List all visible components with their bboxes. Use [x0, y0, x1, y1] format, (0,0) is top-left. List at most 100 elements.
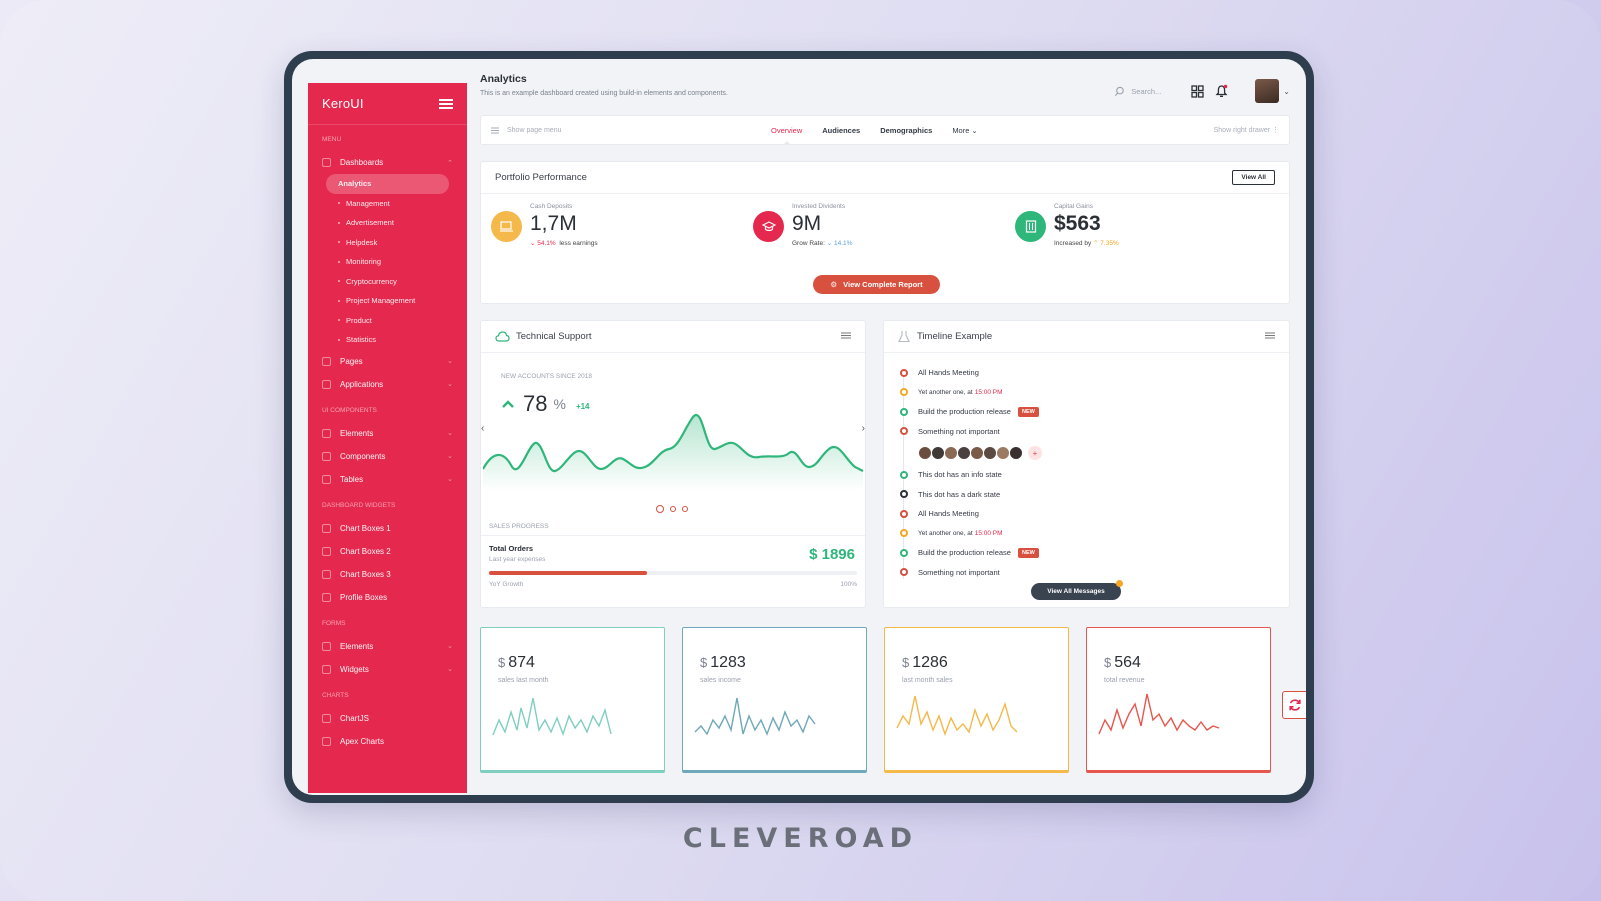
view-all-messages-button[interactable]: View All Messages [1031, 583, 1121, 600]
sidebar-sub-analytics[interactable]: Analytics [326, 174, 449, 194]
refresh-button[interactable] [1282, 691, 1306, 719]
avatar[interactable] [957, 446, 971, 460]
trend-icon [322, 713, 331, 723]
sidebar-item-applications[interactable]: Applications ⌄ [308, 373, 467, 396]
avatar[interactable] [1009, 446, 1023, 460]
cloud-icon [495, 331, 510, 342]
avatar[interactable] [1255, 79, 1280, 103]
sidebar-item-tables[interactable]: Tables ⌄ [308, 468, 467, 491]
metric-capital-gains: Capital Gains $563 Increased by ⌃ 7.35% [1015, 203, 1119, 247]
sidebar: KeroUI MENU Dashboards ⌃ Analytics Manage… [308, 83, 467, 793]
carousel-dot[interactable] [670, 506, 676, 512]
avatar[interactable] [983, 446, 997, 460]
grid-icon[interactable] [1189, 83, 1205, 99]
hamburger-icon[interactable] [439, 98, 453, 109]
view-complete-report-button[interactable]: ⚙ View Complete Report [813, 275, 940, 294]
carousel-dot[interactable] [682, 506, 688, 512]
sidebar-item-chartjs[interactable]: ChartJS [308, 707, 467, 730]
sidebar-item-dashboards[interactable]: Dashboards ⌃ [308, 151, 467, 174]
mini-amount: 564 [1114, 654, 1141, 671]
timeline-item: Something not important [900, 563, 1279, 582]
sidebar-header: KeroUI [308, 83, 467, 125]
card-header: Technical Support [481, 321, 865, 353]
timeline-item: All Hands Meeting [900, 504, 1279, 524]
add-avatar-button[interactable]: + [1028, 446, 1042, 460]
carousel-dots [656, 505, 688, 513]
chevron-right-icon[interactable]: › [861, 423, 865, 434]
avatar[interactable] [996, 446, 1010, 460]
metric-value: 1,7M [530, 212, 577, 235]
metric-label: Invested Dividents [792, 203, 846, 210]
timeline-item: This dot has a dark state [900, 485, 1279, 505]
chevron-down-icon: ⌄ [447, 453, 453, 460]
carousel-dot[interactable] [656, 505, 664, 513]
avatar[interactable] [970, 446, 984, 460]
show-page-menu-button[interactable]: Show page menu [491, 127, 561, 134]
show-right-drawer-button[interactable]: Show right drawer ⋮ [1214, 126, 1279, 134]
sidebar-item-apex-charts[interactable]: Apex Charts [308, 730, 467, 753]
avatar[interactable] [918, 446, 932, 460]
sidebar-sub-monitoring[interactable]: Monitoring [308, 252, 467, 272]
sidebar-item-form-elements[interactable]: Elements ⌄ [308, 635, 467, 658]
metric-value: $563 [1054, 212, 1101, 235]
sidebar-item-chart-boxes-1[interactable]: Chart Boxes 1 [308, 517, 467, 540]
sidebar-sub-management[interactable]: Management [308, 194, 467, 214]
graph-icon [322, 736, 331, 746]
menu-icon[interactable] [1265, 331, 1275, 342]
avatar[interactable] [931, 446, 945, 460]
timeline-text: Yet another one, at [918, 388, 973, 396]
sidebar-sub-product[interactable]: Product [308, 311, 467, 331]
sparkline-chart [694, 697, 816, 736]
timeline-item: Something not important [900, 422, 1279, 442]
accounts-stat: 78 % +14 [501, 391, 590, 417]
timeline-dot [900, 388, 908, 397]
building-icon [1015, 211, 1046, 242]
metric-delta: 14.1% [833, 240, 853, 247]
sidebar-sub-statistics[interactable]: Statistics [308, 330, 467, 350]
sidebar-item-chart-boxes-3[interactable]: Chart Boxes 3 [308, 563, 467, 586]
sidebar-sub-cryptocurrency[interactable]: Cryptocurrency [308, 272, 467, 292]
page-title: Analytics [480, 73, 527, 85]
widget-icon [322, 664, 331, 674]
sidebar-item-label: Chart Boxes 3 [340, 569, 391, 579]
metric-note: less earnings [559, 240, 598, 247]
growth-label: YoY Growth [489, 581, 524, 588]
tab-demographics[interactable]: Demographics [880, 125, 933, 135]
search-input[interactable]: Search... [1114, 86, 1161, 97]
mini-amount: 1283 [710, 654, 746, 671]
chart-icon [322, 569, 331, 579]
orders-title: Total Orders [489, 544, 534, 553]
section-charts: CHARTS [322, 691, 349, 699]
currency-symbol: $ [902, 655, 910, 670]
sidebar-item-label: Applications [340, 379, 384, 389]
card-header: Timeline Example [884, 321, 1289, 353]
chevron-left-icon[interactable]: ‹ [481, 423, 485, 434]
bell-icon[interactable] [1213, 83, 1229, 99]
chevron-down-icon: ⌄ [447, 430, 453, 437]
tab-more[interactable]: More ⌄ [952, 116, 977, 144]
sidebar-sub-advertisement[interactable]: Advertisement [308, 213, 467, 233]
chevron-down-icon[interactable]: ⌄ [1283, 86, 1290, 96]
sidebar-item-pages[interactable]: Pages ⌄ [308, 350, 467, 373]
sidebar-item-form-widgets[interactable]: Widgets ⌄ [308, 658, 467, 681]
tab-overview[interactable]: Overview [771, 116, 802, 145]
tab-more-label: More [952, 125, 970, 135]
timeline-text: All Hands Meeting [918, 368, 979, 378]
avatar[interactable] [944, 446, 958, 460]
sidebar-item-elements[interactable]: Elements ⌄ [308, 422, 467, 445]
sidebar-item-label: Chart Boxes 2 [340, 546, 391, 556]
sidebar-item-label: ChartJS [340, 713, 369, 723]
report-button-label: View Complete Report [843, 280, 923, 289]
sidebar-item-profile-boxes[interactable]: Profile Boxes [308, 586, 467, 609]
tab-audiences[interactable]: Audiences [822, 125, 861, 135]
chevron-down-icon: ⌄ [447, 666, 453, 673]
menu-icon[interactable] [841, 331, 851, 342]
sidebar-sub-project-management[interactable]: Project Management [308, 291, 467, 311]
chevron-down-icon: ⌄ [971, 125, 978, 135]
sidebar-sub-helpdesk[interactable]: Helpdesk [308, 233, 467, 253]
timeline-dot [900, 427, 908, 436]
sidebar-item-chart-boxes-2[interactable]: Chart Boxes 2 [308, 540, 467, 563]
view-all-button[interactable]: View All [1232, 170, 1275, 185]
sidebar-item-components[interactable]: Components ⌄ [308, 445, 467, 468]
timeline-text: This dot has a dark state [918, 489, 1001, 499]
